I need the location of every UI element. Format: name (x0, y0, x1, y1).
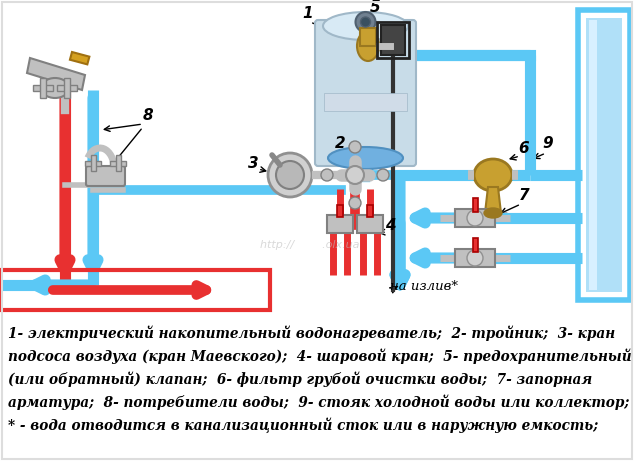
Bar (324, 93, 407, 111)
Text: подсоса воздуха (кран Маевского);  4- шаровой кран;  5- предохранительный: подсоса воздуха (кран Маевского); 4- шар… (8, 348, 631, 364)
Ellipse shape (323, 12, 408, 40)
Circle shape (276, 161, 304, 189)
Text: 4: 4 (385, 218, 396, 233)
Text: 9: 9 (543, 136, 553, 151)
Text: 5: 5 (370, 0, 380, 15)
Bar (70, 52, 89, 65)
Ellipse shape (41, 78, 69, 98)
Bar (357, 215, 383, 233)
Text: http://        .olx.ua: http:// .olx.ua (260, 240, 359, 250)
Bar (91, 155, 96, 171)
Text: (или обратный) клапан;  6- фильтр грубой очистки воды;  7- запорная: (или обратный) клапан; 6- фильтр грубой … (8, 371, 592, 386)
Circle shape (467, 250, 483, 266)
Bar (327, 215, 353, 233)
Circle shape (361, 17, 370, 27)
Polygon shape (27, 58, 85, 90)
Circle shape (356, 12, 375, 32)
Ellipse shape (328, 147, 403, 169)
Text: 1: 1 (302, 6, 313, 21)
Bar (0, 270, 270, 310)
Circle shape (349, 141, 361, 153)
FancyBboxPatch shape (86, 166, 125, 186)
Bar (367, 205, 373, 217)
Circle shape (467, 210, 483, 226)
Circle shape (321, 169, 333, 181)
Bar (455, 249, 495, 267)
FancyBboxPatch shape (315, 20, 416, 166)
Bar (85, 161, 101, 166)
Bar (337, 205, 343, 217)
Text: 3: 3 (248, 156, 258, 171)
Bar (455, 209, 495, 227)
Bar (381, 25, 405, 55)
Bar (473, 238, 478, 252)
Ellipse shape (474, 159, 512, 191)
Bar (57, 85, 77, 91)
Text: на излив*: на излив* (390, 280, 458, 293)
Bar (0, 0, 634, 310)
Text: 6: 6 (519, 141, 529, 156)
Text: 7: 7 (519, 188, 529, 203)
Text: 8: 8 (143, 108, 153, 123)
Text: 1- электрический накопительный водонагреватель;  2- тройник;  3- кран: 1- электрический накопительный водонагре… (8, 325, 615, 341)
Bar (110, 161, 126, 166)
Bar (586, 18, 622, 292)
Text: 2: 2 (335, 136, 346, 151)
Bar (360, 28, 376, 46)
Polygon shape (485, 187, 501, 213)
Bar (40, 78, 46, 98)
Bar (578, 10, 630, 300)
Text: * - вода отводится в канализационный сток или в наружную емкость;: * - вода отводится в канализационный сто… (8, 417, 598, 432)
Bar (64, 78, 70, 98)
Ellipse shape (484, 208, 502, 218)
Circle shape (346, 166, 364, 184)
Bar (473, 198, 478, 212)
Circle shape (377, 169, 389, 181)
Ellipse shape (357, 31, 379, 61)
Bar (589, 20, 597, 290)
Text: арматура;  8- потребители воды;  9- стояк холодной воды или коллектор;: арматура; 8- потребители воды; 9- стояк … (8, 394, 630, 409)
Circle shape (349, 197, 361, 209)
Circle shape (268, 153, 312, 197)
Bar (116, 155, 121, 171)
Bar (377, 22, 409, 58)
Bar (33, 85, 53, 91)
